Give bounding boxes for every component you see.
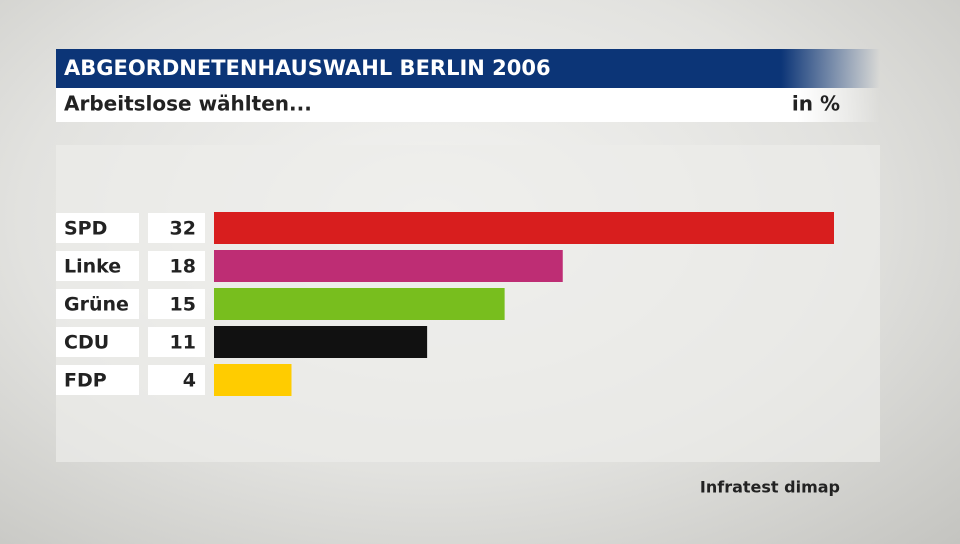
label-box: [56, 289, 139, 319]
bar: [214, 326, 428, 358]
category-label: Linke: [64, 256, 121, 278]
category-label: Grüne: [64, 294, 129, 316]
chart-title: ABGEORDNETENHAUSWAHL BERLIN 2006: [64, 56, 551, 80]
category-label: SPD: [64, 218, 107, 240]
chart-subtitle: Arbeitslose wählten...: [64, 92, 312, 116]
category-label: CDU: [64, 332, 109, 354]
value-label: 4: [183, 370, 196, 392]
source: Infratest dimap: [700, 478, 840, 497]
bar: [214, 212, 834, 244]
bar: [214, 364, 292, 396]
value-label: 18: [170, 256, 196, 278]
value-box: [148, 327, 205, 357]
label-box: [56, 327, 139, 357]
subtitle-bar: [56, 88, 880, 122]
value-box: [148, 213, 205, 243]
value-box: [148, 251, 205, 281]
value-label: 32: [170, 218, 196, 240]
bar: [214, 288, 505, 320]
category-label: FDP: [64, 370, 107, 392]
label-box: [56, 251, 139, 281]
value-label: 15: [170, 294, 196, 316]
label-box: [56, 213, 139, 243]
value-label: 11: [170, 332, 196, 354]
label-box: [56, 365, 139, 395]
unit-label: in %: [792, 92, 840, 116]
bar: [214, 250, 563, 282]
value-box: [148, 289, 205, 319]
value-box: [148, 365, 205, 395]
title-bar: [56, 49, 880, 88]
